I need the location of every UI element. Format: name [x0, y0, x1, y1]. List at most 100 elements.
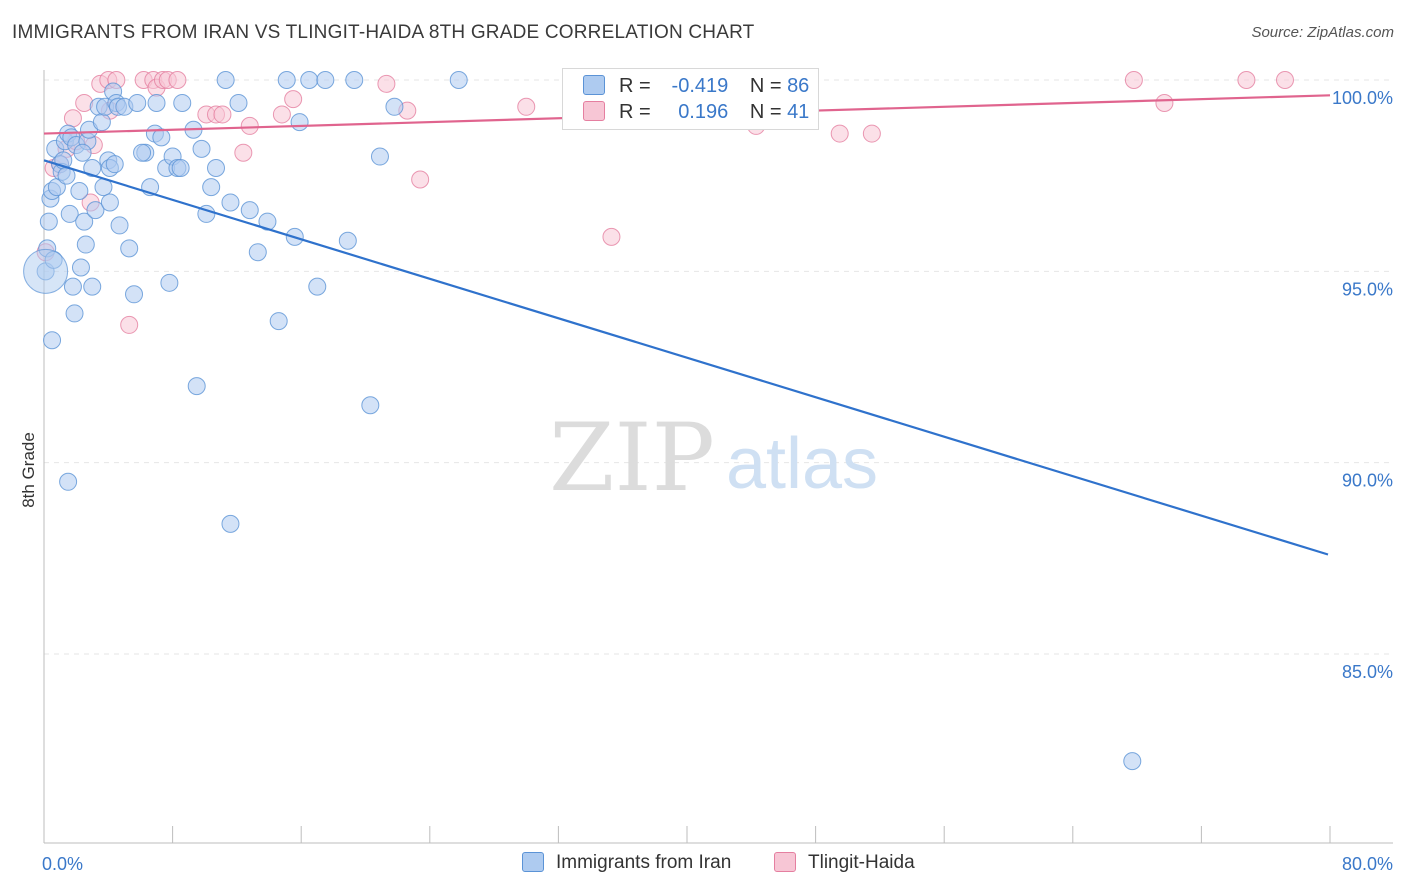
iran-point — [277, 71, 296, 89]
iran-point — [449, 71, 468, 89]
iran-point — [71, 258, 90, 277]
iran-point — [173, 93, 192, 112]
iran-n-label: N = — [749, 75, 782, 97]
tlingit-swatch — [583, 101, 605, 121]
stats-row-tlingit: R = 0.196 N = 41 — [583, 101, 809, 129]
legend-swatch-iran — [522, 852, 544, 872]
iran-point — [240, 201, 259, 220]
iran-point — [86, 201, 105, 220]
stats-row-iran: R = -0.419 N = 86 — [583, 75, 809, 103]
iran-point — [269, 312, 288, 331]
iran-point — [92, 113, 111, 132]
iran-point — [361, 396, 380, 415]
iran-point — [147, 93, 166, 112]
axes — [43, 70, 1393, 844]
tlingit-point — [168, 71, 187, 89]
iran-point — [100, 193, 119, 212]
iran-point — [110, 216, 129, 235]
y-tick-label: 85.0% — [1342, 662, 1393, 682]
x-tick-label: 0.0% — [42, 854, 83, 874]
iran-r-value: -0.419 — [671, 75, 729, 97]
legend-swatch-tlingit — [774, 852, 796, 872]
source-label: Source: ZipAtlas.com — [1251, 24, 1394, 41]
y-tick-label: 100.0% — [1332, 88, 1393, 108]
iran-point — [65, 304, 84, 323]
iran-point — [133, 143, 152, 162]
tlingit-point — [234, 143, 253, 162]
iran-point — [128, 93, 147, 112]
legend-label-iran: Immigrants from Iran — [556, 852, 732, 873]
iran-point — [23, 248, 69, 294]
legend-item-iran[interactable]: Immigrants from Iran — [522, 852, 731, 874]
x-tick-label: 80.0% — [1342, 854, 1393, 874]
tlingit-point — [213, 105, 232, 124]
iran-point — [216, 71, 235, 89]
iran-point — [385, 97, 404, 116]
iran-point — [83, 277, 102, 296]
tlingit-point — [1237, 71, 1256, 89]
iran-point — [125, 285, 144, 304]
tick-labels: 100.0% 95.0% 90.0% 85.0% 0.0% 80.0% — [42, 88, 1393, 874]
y-axis-label: 8th Grade — [19, 432, 38, 508]
iran-point — [152, 128, 171, 147]
tlingit-point — [284, 90, 303, 109]
iran-point — [160, 273, 179, 292]
iran-point — [370, 147, 389, 166]
iran-point — [70, 181, 89, 200]
tlingit-point — [602, 227, 621, 246]
iran-swatch — [583, 75, 605, 95]
iran-point — [76, 235, 95, 254]
series-immigrants-from-iran — [23, 71, 1142, 771]
iran-point — [63, 277, 82, 296]
iran-point — [120, 239, 139, 258]
tlingit-point — [1275, 71, 1294, 89]
iran-point — [192, 139, 211, 158]
legend-item-tlingit[interactable]: Tlingit-Haida — [774, 852, 915, 874]
y-tick-label: 90.0% — [1342, 471, 1393, 491]
tlingit-point — [1124, 71, 1143, 89]
iran-point — [75, 212, 94, 231]
iran-point — [73, 143, 92, 162]
iran-point — [83, 159, 102, 178]
tlingit-point — [411, 170, 430, 189]
iran-n-value: 86 — [787, 75, 810, 97]
y-tick-label: 95.0% — [1342, 279, 1393, 299]
legend-label-tlingit: Tlingit-Haida — [808, 852, 915, 873]
iran-point — [229, 93, 248, 112]
tlingit-n-label: N = — [749, 101, 782, 123]
tlingit-point — [120, 315, 139, 334]
iran-point — [316, 71, 335, 89]
iran-point — [290, 113, 309, 132]
tlingit-n-value: 41 — [787, 101, 810, 123]
iran-point — [202, 178, 221, 197]
tlingit-point — [272, 105, 291, 124]
tlingit-point — [1155, 93, 1174, 112]
iran-point — [300, 71, 319, 89]
tlingit-point — [377, 74, 396, 93]
tlingit-point — [63, 109, 82, 128]
iran-point — [221, 193, 240, 212]
tlingit-point — [830, 124, 849, 143]
iran-point — [1123, 752, 1142, 771]
iran-point — [60, 204, 79, 223]
iran-r-label: R = — [619, 75, 651, 97]
iran-point — [171, 159, 190, 178]
iran-point — [308, 277, 327, 296]
iran-point — [187, 377, 206, 396]
tlingit-point — [240, 116, 259, 135]
watermark-atlas: atlas — [726, 424, 878, 504]
trend-line-iran — [43, 159, 1329, 556]
iran-point — [338, 231, 357, 250]
iran-point — [43, 331, 62, 350]
iran-point — [248, 243, 267, 262]
iran-point — [105, 155, 124, 174]
chart-title: IMMIGRANTS FROM IRAN VS TLINGIT-HAIDA 8T… — [12, 22, 755, 43]
iran-point — [221, 514, 240, 533]
iran-point — [345, 71, 364, 89]
watermark-zip: ZIP — [549, 404, 715, 513]
iran-point — [207, 159, 226, 178]
iran-point — [39, 212, 58, 231]
stats-box: R = -0.419 N = 86 R = 0.196 N = 41 — [562, 68, 819, 130]
tlingit-point — [517, 97, 536, 116]
